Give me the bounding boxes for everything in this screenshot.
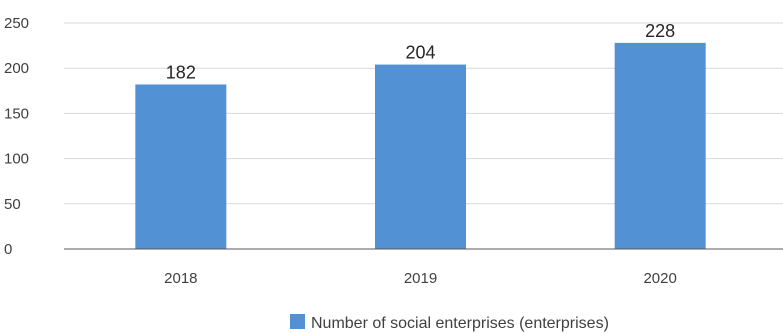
y-tick-label: 250 [4, 15, 29, 32]
y-tick-label: 0 [4, 241, 12, 258]
data-label-2020: 228 [645, 21, 675, 41]
x-axis-ticks: 2018 2019 2020 [164, 270, 677, 287]
x-tick-label-2019: 2019 [404, 270, 437, 287]
legend: Number of social enterprises (enterprise… [290, 314, 609, 332]
x-tick-label-2020: 2020 [643, 270, 676, 287]
y-tick-label: 200 [4, 60, 29, 77]
data-label-2019: 204 [405, 43, 435, 63]
y-tick-label: 100 [4, 151, 29, 168]
legend-label: Number of social enterprises (enterprise… [311, 315, 609, 332]
data-labels: 182 204 228 [166, 21, 675, 83]
bar-2018 [135, 84, 227, 249]
legend-swatch [290, 314, 305, 329]
data-label-2018: 182 [166, 62, 196, 82]
bar-2020 [614, 42, 706, 249]
y-axis-ticks: 0 50 100 150 200 250 [4, 15, 29, 258]
y-tick-label: 50 [4, 196, 21, 213]
bar-2019 [375, 64, 466, 249]
x-tick-label-2018: 2018 [164, 270, 197, 287]
bars [135, 42, 706, 249]
y-tick-label: 150 [4, 105, 29, 122]
